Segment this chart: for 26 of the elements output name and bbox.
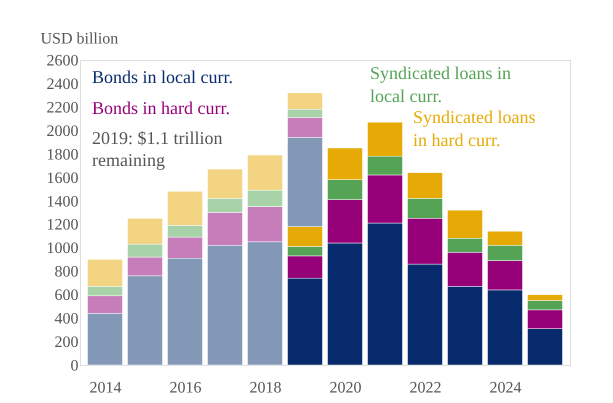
y-tick-label: 2400 bbox=[46, 76, 78, 93]
x-tick-label: 2020 bbox=[330, 380, 362, 396]
y-tick-label: 0 bbox=[70, 358, 78, 374]
y-axis-title: USD billion bbox=[40, 30, 118, 48]
y-tick-label: 1000 bbox=[46, 240, 78, 258]
y-tick-label: 1200 bbox=[46, 216, 78, 234]
series-label: Syndicated loans in hard curr. bbox=[413, 107, 536, 150]
y-tick-label: 1600 bbox=[46, 170, 78, 187]
y-tick-label: 1400 bbox=[46, 193, 78, 210]
y-tick-label: 1800 bbox=[46, 146, 78, 164]
y-tick-label: 2600 bbox=[46, 52, 78, 70]
x-tick-label: 2024 bbox=[490, 380, 522, 396]
y-tick-label: 200 bbox=[54, 334, 78, 352]
x-tick-label: 2016 bbox=[170, 380, 202, 396]
text: Bonds in local curr. bbox=[92, 67, 233, 87]
y-tick-label: 2200 bbox=[46, 99, 78, 116]
y-tick-label: 400 bbox=[54, 310, 78, 328]
x-tick-label: 2018 bbox=[250, 380, 282, 396]
y-tick-label: 600 bbox=[54, 287, 78, 304]
text: Syndicated loans in local curr. bbox=[370, 63, 511, 106]
y-tick-label: 2000 bbox=[46, 122, 78, 140]
text: Bonds in hard curr. bbox=[92, 98, 230, 118]
y-tick-label: 800 bbox=[54, 264, 78, 281]
x-tick-label: 2022 bbox=[410, 380, 442, 396]
annotation: 2019: $1.1 trillion remaining bbox=[92, 128, 222, 170]
x-tick-label: 2014 bbox=[90, 380, 122, 396]
